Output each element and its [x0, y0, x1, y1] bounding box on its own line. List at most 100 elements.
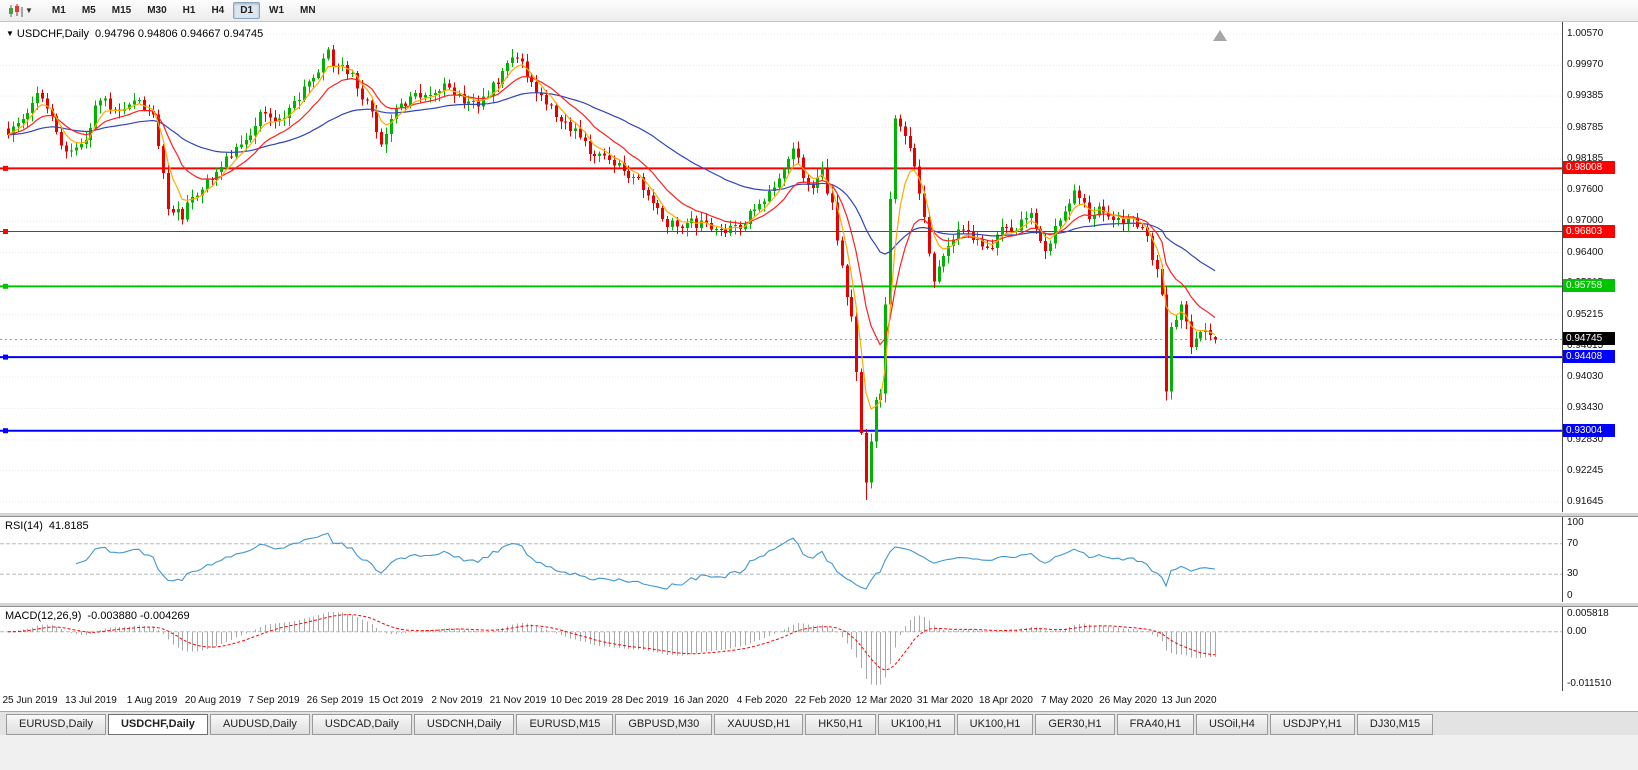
- date-tick-label: 7 Sep 2019: [248, 695, 300, 706]
- date-tick-label: 26 Sep 2019: [306, 695, 364, 706]
- main-chart-panel: ▼ USDCHF,Daily 0.94796 0.94806 0.94667 0.9…: [0, 22, 1638, 512]
- chart-tab-fra40-h1[interactable]: FRA40,H1: [1116, 714, 1194, 735]
- candlestick-chart-icon: [9, 3, 23, 17]
- price-tick: 0.93430: [1567, 402, 1604, 414]
- date-tick-label: 20 Aug 2019: [184, 695, 242, 706]
- timeframe-button-m5[interactable]: M5: [81, 5, 96, 16]
- chart-shift-marker[interactable]: [1213, 30, 1227, 41]
- rsi-tick: 0: [1567, 590, 1573, 601]
- date-tick-label: 25 Jun 2019: [2, 695, 58, 706]
- timeframe-button-h4[interactable]: H4: [211, 5, 225, 16]
- chart-tab-uk100-h1[interactable]: UK100,H1: [877, 714, 955, 735]
- price-tick: 0.92245: [1567, 464, 1604, 476]
- price-tick: 0.95215: [1567, 308, 1604, 320]
- chart-tab-xauusd-h1[interactable]: XAUUSD,H1: [714, 714, 804, 735]
- chart-tab-hk50-h1[interactable]: HK50,H1: [805, 714, 876, 735]
- macd-plot[interactable]: [0, 607, 1562, 691]
- rsi-tick: 70: [1567, 537, 1579, 549]
- price-axis[interactable]: 1.00570 0.99970 0.99385 0.98785 0.98185 0.976…: [1562, 22, 1638, 512]
- date-tick-label: 13 Jun 2020: [1161, 695, 1217, 706]
- price-tick: 1.00570: [1567, 28, 1604, 39]
- macd-tick: -0.011510: [1567, 678, 1612, 689]
- chart-tab-eurusd-m15[interactable]: EURUSD,M15: [516, 714, 614, 735]
- rsi-label: RSI(14) 41.8185: [5, 520, 89, 532]
- chart-ohlc-readout: 0.94796 0.94806 0.94667 0.94745: [95, 28, 264, 40]
- chart-tab-ger30-h1[interactable]: GER30,H1: [1035, 714, 1115, 735]
- chart-tab-usoil-h4[interactable]: USOil,H4: [1195, 714, 1268, 735]
- date-tick-label: 12 Mar 2020: [855, 695, 913, 706]
- price-tick: 0.94030: [1567, 370, 1604, 382]
- date-tick-label: 10 Dec 2019: [550, 695, 608, 706]
- chart-tab-usdchf-daily[interactable]: USDCHF,Daily: [107, 714, 208, 735]
- chart-tab-gbpusd-m30[interactable]: GBPUSD,M30: [615, 714, 713, 735]
- timeframe-button-d1[interactable]: D1: [233, 2, 261, 19]
- macd-panel: MACD(12,26,9) -0.003880 -0.004269 0.00581…: [0, 607, 1638, 691]
- macd-tick: 0.00: [1567, 625, 1587, 637]
- chart-tab-eurusd-daily[interactable]: EURUSD,Daily: [6, 714, 106, 735]
- date-tick-label: 22 Feb 2020: [794, 695, 852, 706]
- candlestick-chart[interactable]: [0, 22, 1562, 512]
- price-level-badge: 0.94408: [1563, 350, 1615, 364]
- chart-tab-uk100-h1[interactable]: UK100,H1: [956, 714, 1034, 735]
- chart-tab-usdcnh-daily[interactable]: USDCNH,Daily: [413, 714, 515, 735]
- date-tick-label: 7 May 2020: [1040, 695, 1094, 706]
- timeframe-button-m30[interactable]: M30: [147, 5, 167, 16]
- macd-name: MACD(12,26,9): [5, 610, 82, 622]
- rsi-panel: RSI(14) 41.8185 100 70 30 0: [0, 517, 1638, 602]
- date-tick-label: 15 Oct 2019: [368, 695, 424, 706]
- chevron-down-icon: ▼: [25, 6, 33, 15]
- chart-symbol-label: USDCHF,Daily: [16, 28, 90, 40]
- chart-tab-usdcad-daily[interactable]: USDCAD,Daily: [311, 714, 412, 735]
- timeframe-button-w1[interactable]: W1: [269, 5, 285, 16]
- price-tick: 0.99970: [1567, 59, 1604, 71]
- current-price-badge: 0.94745: [1563, 332, 1615, 346]
- price-tick: 0.98185: [1567, 153, 1604, 165]
- toolbar: ▼ M1 M5 M15 M30 H1 H4 D1 W1 MN: [0, 0, 1638, 22]
- date-tick-label: 21 Nov 2019: [489, 695, 547, 706]
- collapse-caret-icon[interactable]: ▼: [6, 29, 14, 38]
- chart-tab-dj30-m15[interactable]: DJ30,M15: [1356, 714, 1434, 735]
- date-tick-label: 26 May 2020: [1099, 695, 1157, 706]
- timeframe-button-m15[interactable]: M15: [111, 5, 132, 16]
- rsi-value: 41.8185: [48, 520, 89, 532]
- chart-tab-bar: EURUSD,Daily USDCHF,Daily AUDUSD,Daily USDC…: [0, 711, 1638, 735]
- rsi-plot[interactable]: [0, 517, 1562, 602]
- price-level-badge: 0.95758: [1563, 279, 1615, 293]
- price-level-badge: 0.93004: [1563, 423, 1615, 437]
- date-tick-label: 18 Apr 2020: [979, 695, 1033, 706]
- price-tick: 0.97000: [1567, 215, 1604, 227]
- chart-type-dropdown[interactable]: ▼: [4, 3, 37, 19]
- panel-resize-handle[interactable]: [0, 602, 1638, 607]
- price-tick: 0.92830: [1567, 433, 1604, 445]
- timeframe-buttons: M1 M5 M15 M30 H1 H4 D1 W1 MN: [45, 2, 323, 19]
- rsi-axis[interactable]: 100 70 30 0: [1562, 517, 1638, 602]
- status-bar: [0, 735, 1638, 770]
- date-tick-label: 28 Dec 2019: [611, 695, 669, 706]
- price-tick: 0.99385: [1567, 90, 1604, 102]
- price-tick: 0.98785: [1567, 121, 1604, 133]
- chart-tab-audusd-daily[interactable]: AUDUSD,Daily: [209, 714, 310, 735]
- rsi-name: RSI(14): [5, 520, 43, 532]
- chart-tab-usdjpy-h1[interactable]: USDJPY,H1: [1269, 714, 1355, 735]
- date-tick-label: 2 Nov 2019: [431, 695, 483, 706]
- macd-values: -0.003880 -0.004269: [87, 610, 190, 622]
- price-level-badge: 0.98008: [1563, 161, 1615, 175]
- date-axis[interactable]: 25 Jun 2019 13 Jul 2019 1 Aug 2019 20 Aug 2…: [0, 691, 1638, 711]
- panel-resize-handle[interactable]: [0, 512, 1638, 517]
- macd-axis[interactable]: 0.005818 0.00 -0.011510: [1562, 607, 1638, 691]
- rsi-tick: 30: [1567, 568, 1579, 580]
- date-tick-label: 31 Mar 2020: [916, 695, 974, 706]
- price-tick: 0.94615: [1567, 340, 1604, 352]
- chart-title: ▼ USDCHF,Daily 0.94796 0.94806 0.94667 0.9…: [6, 28, 263, 40]
- price-tick: 0.96400: [1567, 246, 1604, 258]
- timeframe-button-h1[interactable]: H1: [182, 5, 196, 16]
- date-tick-label: 16 Jan 2020: [673, 695, 729, 706]
- date-tick-label: 1 Aug 2019: [126, 695, 178, 706]
- date-tick-label: 4 Feb 2020: [736, 695, 788, 706]
- price-level-badge: 0.96803: [1563, 224, 1615, 238]
- rsi-tick: 100: [1567, 517, 1584, 528]
- macd-label: MACD(12,26,9) -0.003880 -0.004269: [5, 610, 190, 622]
- timeframe-button-mn[interactable]: MN: [300, 5, 316, 16]
- price-tick: 0.91645: [1567, 496, 1604, 507]
- timeframe-button-m1[interactable]: M1: [51, 5, 66, 16]
